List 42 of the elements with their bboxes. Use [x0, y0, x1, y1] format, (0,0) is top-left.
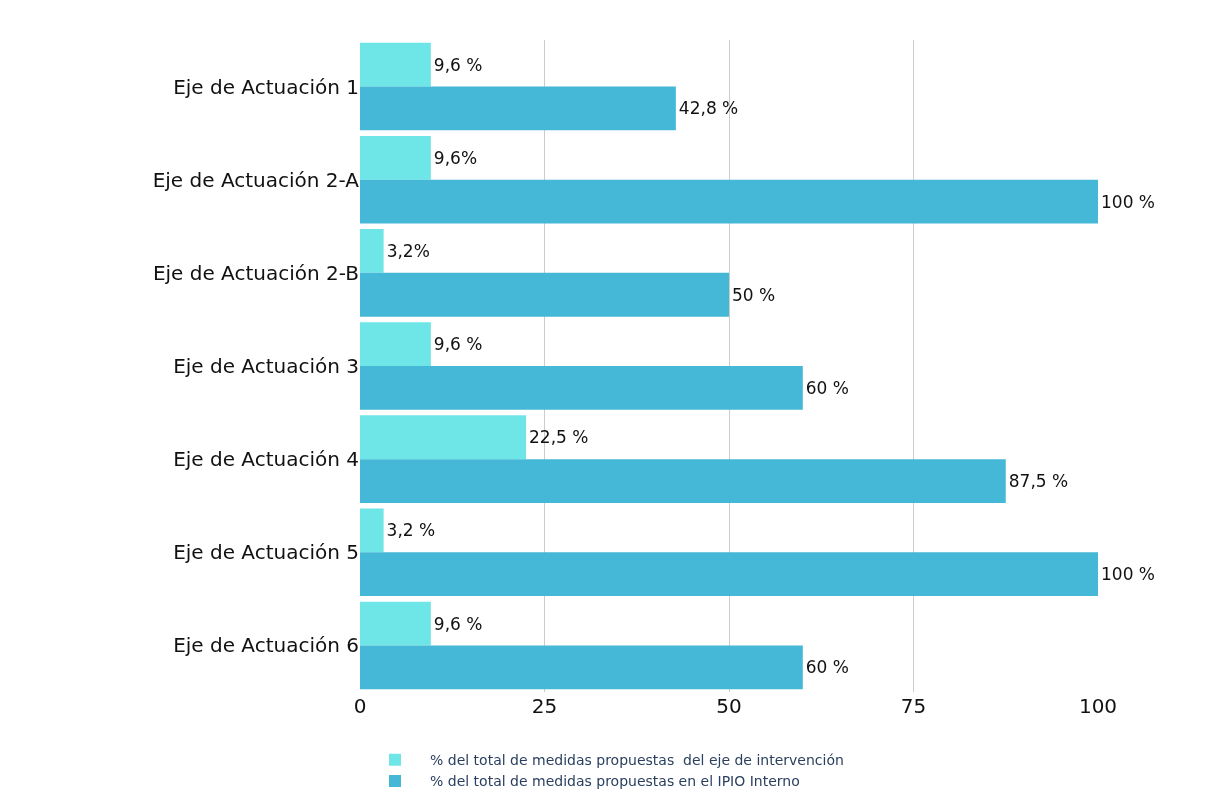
- bar: [360, 645, 803, 690]
- y-tick-label: Eje de Actuación 2-A: [152, 167, 360, 192]
- y-tick-label: Eje de Actuación 3: [173, 354, 359, 378]
- data-label: 22,5 %: [529, 427, 589, 448]
- x-tick-label: 100: [1078, 694, 1118, 718]
- bar: [360, 601, 431, 646]
- data-label: 87,5 %: [1008, 471, 1069, 492]
- bar: [360, 42, 431, 87]
- x-tick-label: 50: [716, 694, 742, 718]
- data-label: 100 %: [1101, 564, 1156, 585]
- data-label: 42,8 %: [678, 98, 739, 119]
- bar: [360, 272, 729, 317]
- bar: [360, 322, 431, 366]
- bar: [360, 459, 1006, 503]
- bar: [360, 135, 431, 180]
- legend-label: % del total de medidas propuestas en el IPIO Interno: [430, 773, 800, 790]
- data-label: 60 %: [805, 377, 849, 398]
- data-label: 60 %: [805, 657, 849, 678]
- y-tick-label: Eje de Actuación 6: [173, 633, 359, 658]
- y-tick-label: Eje de Actuación 1: [173, 74, 359, 99]
- bar: [360, 552, 1098, 597]
- data-label: 9,6%: [433, 147, 478, 168]
- bar: [360, 179, 1098, 224]
- x-tick-label: 25: [531, 694, 558, 718]
- legend-label: % del total de medidas propuestas del eje de intervención: [430, 752, 844, 769]
- y-tick-label: Eje de Actuación 4: [173, 447, 359, 472]
- data-label: 3,2%: [386, 240, 430, 261]
- data-label: 3,2 %: [386, 520, 436, 541]
- bar: [360, 366, 803, 410]
- bar: [360, 86, 676, 131]
- data-label: 9,6 %: [433, 334, 483, 355]
- data-label: 9,6 %: [433, 613, 483, 634]
- data-label: 9,6 %: [433, 54, 483, 75]
- bar: [360, 415, 527, 460]
- bar: [360, 229, 384, 273]
- data-label: 50 %: [732, 284, 776, 305]
- y-tick-label: Eje de Actuación 5: [173, 540, 359, 565]
- bar: [360, 508, 384, 553]
- data-label: 100 %: [1101, 191, 1156, 212]
- x-tick-label: 0: [353, 694, 367, 718]
- x-tick-label: 75: [900, 694, 927, 718]
- y-tick-label: Eje de Actuación 2-B: [152, 260, 359, 285]
